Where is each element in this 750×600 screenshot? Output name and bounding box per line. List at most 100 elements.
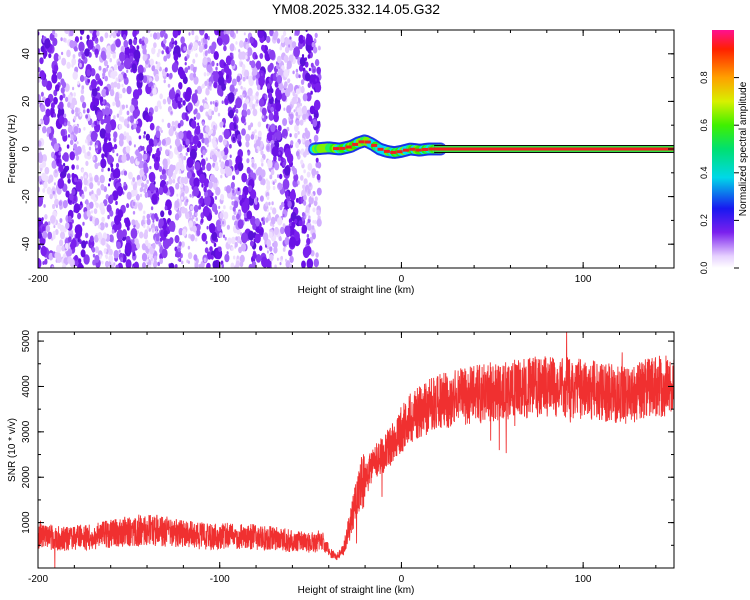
noise-dot — [284, 46, 290, 54]
noise-dot — [86, 34, 90, 40]
noise-dot — [187, 65, 191, 70]
noise-dot — [90, 130, 98, 142]
noise-dot — [63, 37, 66, 43]
noise-dot — [94, 120, 98, 126]
noise-dot — [245, 37, 248, 43]
noise-dot — [97, 180, 101, 186]
noise-dot — [118, 178, 121, 183]
noise-dot — [143, 150, 146, 155]
noise-dot — [113, 143, 118, 150]
noise-dot — [136, 118, 143, 129]
noise-dot — [238, 141, 242, 147]
noise-dot — [58, 115, 65, 125]
noise-dot — [317, 161, 322, 169]
noise-dot — [308, 215, 311, 220]
noise-dot — [154, 105, 159, 113]
noise-dot — [99, 36, 104, 43]
noise-dot — [252, 223, 257, 231]
noise-dot — [121, 170, 124, 176]
noise-dot — [312, 46, 318, 54]
noise-dot — [139, 193, 143, 198]
noise-dot — [284, 165, 291, 176]
noise-dot — [151, 47, 156, 55]
noise-dot — [305, 206, 310, 213]
noise-dot — [199, 30, 205, 36]
noise-dot — [104, 75, 108, 82]
snr-ylabel: SNR (10 * v/v) — [7, 418, 18, 482]
noise-dot — [95, 53, 98, 58]
noise-dot — [250, 134, 255, 140]
noise-dot — [308, 67, 311, 72]
noise-dot — [154, 213, 158, 219]
noise-dot — [149, 81, 154, 87]
noise-dot — [296, 106, 302, 116]
noise-dot — [162, 44, 165, 48]
noise-dot — [100, 184, 105, 191]
noise-dot — [167, 99, 171, 105]
noise-dot — [195, 53, 198, 58]
noise-dot — [174, 169, 178, 175]
noise-dot — [80, 249, 86, 258]
noise-dot — [301, 105, 308, 115]
noise-dot — [194, 161, 201, 171]
noise-dot — [204, 43, 208, 50]
noise-dot — [232, 78, 237, 87]
noise-dot — [48, 53, 52, 59]
noise-dot — [269, 246, 273, 252]
noise-dot — [222, 234, 226, 239]
noise-dot — [248, 75, 254, 84]
noise-dot — [306, 237, 311, 246]
noise-dot — [315, 157, 319, 163]
noise-dot — [215, 186, 221, 196]
noise-dot — [186, 130, 192, 140]
noise-dot — [286, 126, 290, 132]
noise-dot — [250, 189, 257, 200]
x-tick-label: -100 — [210, 274, 230, 285]
noise-dot — [260, 150, 264, 156]
noise-dot — [223, 62, 227, 67]
noise-dot — [75, 224, 83, 236]
noise-dot — [311, 225, 315, 230]
noise-dot — [123, 72, 127, 79]
noise-dot — [162, 158, 168, 167]
x-tick-label: 0 — [399, 574, 405, 585]
noise-dot — [279, 46, 283, 51]
noise-dot — [38, 67, 41, 73]
noise-dot — [268, 112, 274, 121]
noise-dot — [282, 247, 286, 252]
noise-dot — [210, 129, 213, 134]
noise-dot — [242, 90, 247, 98]
noise-dot — [294, 218, 298, 224]
noise-dot — [167, 122, 171, 129]
noise-dot — [219, 159, 222, 163]
noise-dot — [92, 253, 96, 258]
noise-dot — [286, 105, 292, 114]
noise-dot — [159, 146, 163, 152]
noise-dot — [214, 164, 219, 171]
noise-dot — [147, 30, 151, 34]
noise-dot — [143, 131, 146, 135]
noise-dot — [232, 206, 236, 212]
noise-dot — [154, 84, 157, 89]
colorbar-tick-label: 0.6 — [699, 119, 709, 132]
noise-dot — [158, 186, 164, 196]
noise-dot — [94, 174, 99, 183]
noise-dot — [303, 194, 307, 201]
noise-dot — [103, 248, 107, 253]
noise-dot — [288, 44, 291, 48]
noise-dot — [304, 94, 307, 99]
noise-dot — [217, 37, 223, 46]
noise-dot — [141, 243, 147, 251]
noise-dot — [155, 235, 160, 242]
spectrogram-xlabel: Height of straight line (km) — [298, 285, 415, 296]
noise-dot — [73, 92, 76, 97]
noise-dot — [160, 210, 165, 218]
noise-dot — [273, 240, 278, 249]
noise-dot — [164, 205, 168, 211]
noise-dot — [155, 130, 161, 139]
noise-dot — [163, 38, 167, 45]
noise-dot — [101, 153, 105, 159]
noise-dot — [47, 179, 51, 184]
noise-dot — [284, 88, 291, 98]
noise-dot — [251, 158, 255, 164]
